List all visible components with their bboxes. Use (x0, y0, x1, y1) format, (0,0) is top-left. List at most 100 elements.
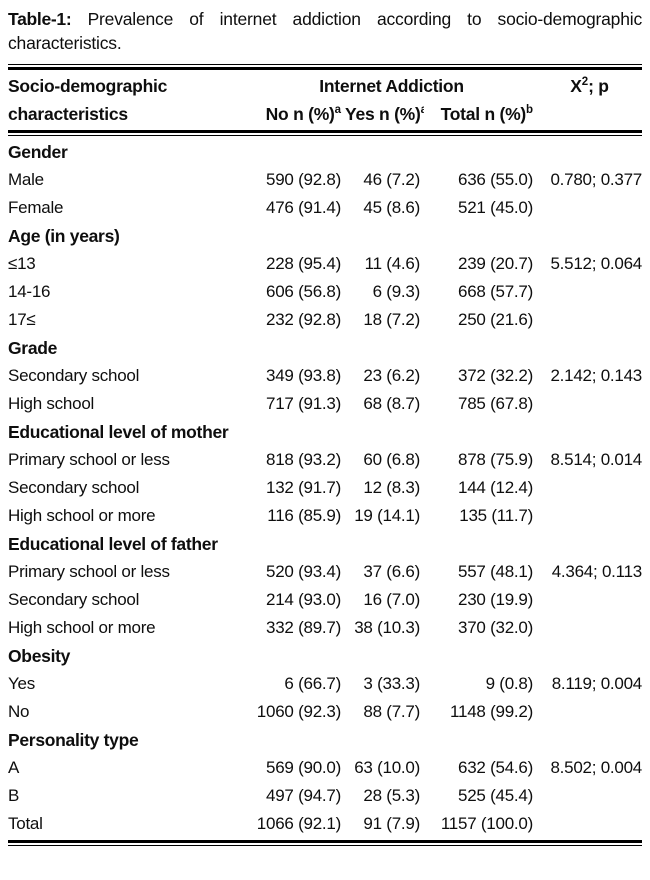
row-label: B (8, 786, 20, 806)
yes-column-label: Yes n (%) (345, 103, 421, 124)
cell-no: 717 (91.3) (266, 394, 341, 414)
cell-no: 497 (94.7) (266, 786, 341, 806)
header-internet-addiction: Internet Addiction (319, 75, 464, 96)
row-label: High school or more (8, 618, 156, 638)
table-row-age-17le: 17≤ 232 (92.8) 18 (7.2) 250 (21.6) (8, 306, 642, 334)
row-label: 17≤ (8, 310, 36, 330)
section-label: Gender (8, 141, 68, 162)
cell-no: 132 (91.7) (266, 478, 341, 498)
yes-column-footnote-marker: a (420, 103, 424, 116)
cell-total: 1148 (99.2) (450, 702, 533, 722)
cell-total: 230 (19.9) (458, 590, 533, 610)
row-label: Total (8, 814, 43, 834)
cell-yes: 37 (6.6) (363, 562, 420, 582)
table-header: Socio-demographic Internet Addiction X2;… (8, 62, 642, 138)
prevalence-table: Socio-demographic Internet Addiction X2;… (8, 62, 642, 848)
cell-yes: 88 (7.7) (363, 702, 420, 722)
header-no-column: No n (%)a (246, 100, 345, 128)
cell-yes: 63 (10.0) (354, 758, 420, 778)
cell-total: 250 (21.6) (458, 310, 533, 330)
cell-total: 9 (0.8) (485, 674, 534, 694)
table-row-father-primary: Primary school or less 520 (93.4) 37 (6.… (8, 558, 642, 586)
section-label: Obesity (8, 645, 71, 666)
row-label: Primary school or less (8, 450, 170, 470)
table-row-father-high: High school or more 332 (89.7) 38 (10.3)… (8, 614, 642, 642)
cell-yes: 12 (8.3) (363, 478, 420, 498)
cell-total: 632 (54.6) (458, 758, 533, 778)
cell-no: 569 (90.0) (266, 758, 341, 778)
cell-total: 785 (67.8) (458, 394, 533, 414)
table-row-male: Male 590 (92.8) 46 (7.2) 636 (55.0) 0.78… (8, 166, 642, 194)
cell-chi: 8.514; 0.014 (550, 450, 642, 470)
cell-total: 239 (20.7) (458, 254, 533, 274)
section-row-personality: Personality type (8, 726, 642, 754)
cell-total: 135 (11.7) (459, 506, 533, 526)
cell-chi (537, 390, 642, 418)
cell-no: 520 (93.4) (266, 562, 341, 582)
cell-yes: 16 (7.0) (363, 590, 420, 610)
table-caption-label: Table-1: (8, 9, 72, 29)
row-label: High school (8, 394, 95, 414)
chi-superscript: 2 (581, 75, 589, 88)
table-row-age-14-16: 14-16 606 (56.8) 6 (9.3) 668 (57.7) (8, 278, 642, 306)
table-row-father-secondary: Secondary school 214 (93.0) 16 (7.0) 230… (8, 586, 642, 614)
cell-chi (537, 698, 642, 726)
no-column-footnote-marker: a (334, 103, 341, 116)
cell-no: 590 (92.8) (266, 170, 341, 190)
header-rule-row (8, 128, 642, 138)
table-caption: Table-1: Prevalence of internet addictio… (8, 7, 642, 55)
section-label: Age (in years) (8, 225, 120, 246)
section-row-obesity: Obesity (8, 642, 642, 670)
cell-total: 668 (57.7) (458, 282, 533, 302)
row-label: Yes (8, 674, 35, 694)
row-label: 14-16 (8, 282, 51, 302)
cell-no: 1066 (92.1) (256, 814, 341, 834)
cell-chi: 8.502; 0.004 (550, 758, 642, 778)
header-chi-spacer (537, 100, 642, 128)
cell-total: 878 (75.9) (458, 450, 533, 470)
cell-yes: 60 (6.8) (363, 450, 420, 470)
cell-total: 521 (45.0) (458, 198, 533, 218)
cell-no: 818 (93.2) (266, 450, 341, 470)
header-total-column: Total n (%)b (424, 100, 537, 128)
header-characteristics-line1: Socio-demographic (8, 75, 168, 96)
cell-no: 232 (92.8) (266, 310, 341, 330)
table-row-obesity-no: No 1060 (92.3) 88 (7.7) 1148 (99.2) (8, 698, 642, 726)
cell-yes: 68 (8.7) (363, 394, 420, 414)
cell-chi (537, 586, 642, 614)
cell-no: 1060 (92.3) (256, 702, 341, 722)
row-label: Primary school or less (8, 562, 170, 582)
cell-yes: 91 (7.9) (363, 814, 420, 834)
cell-chi: 2.142; 0.143 (550, 366, 642, 386)
table-row-obesity-yes: Yes 6 (66.7) 3 (33.3) 9 (0.8) 8.119; 0.0… (8, 670, 642, 698)
cell-chi: 5.512; 0.064 (550, 254, 642, 274)
cell-chi: 0.780; 0.377 (550, 170, 642, 190)
cell-yes: 45 (8.6) (363, 198, 420, 218)
cell-chi (537, 278, 642, 306)
paper-table-figure: Table-1: Prevalence of internet addictio… (8, 7, 642, 848)
section-label: Grade (8, 337, 58, 358)
cell-chi (537, 810, 642, 838)
header-rule (8, 130, 642, 137)
cell-yes: 6 (9.3) (372, 282, 421, 302)
cell-yes: 3 (33.3) (363, 674, 420, 694)
total-column-label: Total n (%) (440, 103, 527, 124)
cell-no: 214 (93.0) (266, 590, 341, 610)
cell-total: 636 (55.0) (458, 170, 533, 190)
cell-yes: 46 (7.2) (363, 170, 420, 190)
cell-yes: 18 (7.2) (363, 310, 420, 330)
bottom-rule (8, 840, 642, 847)
cell-no: 228 (95.4) (266, 254, 341, 274)
cell-total: 372 (32.2) (458, 366, 533, 386)
table-row-mother-high: High school or more 116 (85.9) 19 (14.1)… (8, 502, 642, 530)
table-row-grand-total: Total 1066 (92.1) 91 (7.9) 1157 (100.0) (8, 810, 642, 838)
cell-chi (537, 474, 642, 502)
cell-yes: 38 (10.3) (354, 618, 420, 638)
cell-chi (537, 194, 642, 222)
row-label: A (8, 758, 20, 778)
row-label: Secondary school (8, 590, 140, 610)
section-row-gender: Gender (8, 138, 642, 166)
section-label: Educational level of mother (8, 421, 229, 442)
no-column-label: No n (%) (265, 103, 335, 124)
section-row-father-education: Educational level of father (8, 530, 642, 558)
